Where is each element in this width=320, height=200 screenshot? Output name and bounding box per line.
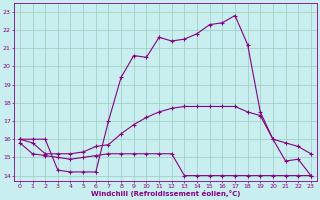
X-axis label: Windchill (Refroidissement éolien,°C): Windchill (Refroidissement éolien,°C) (91, 190, 240, 197)
